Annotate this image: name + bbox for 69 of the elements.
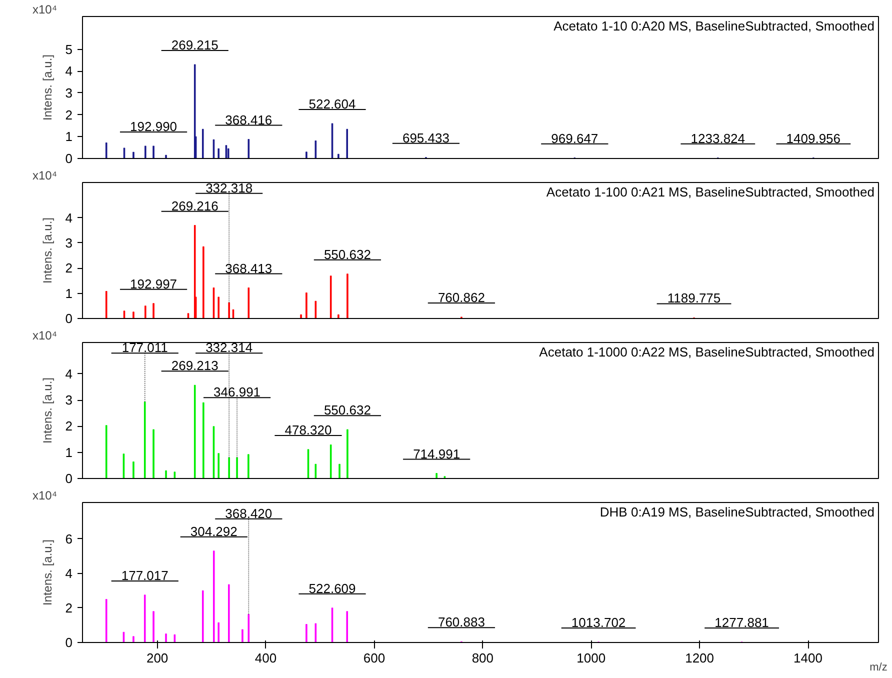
- y-axis-title: Intens. [a.u.]: [40, 54, 54, 121]
- chart-title: Acetato 1-1000 0:A22 MS, BaselineSubtracted, Smoothed: [539, 344, 875, 360]
- annotation: 368.413: [225, 260, 272, 276]
- y-tick-label: 1: [65, 444, 73, 460]
- annotation: 269.215: [171, 38, 218, 53]
- annotation: 550.632: [324, 402, 371, 418]
- annotation: 332.314: [206, 340, 253, 356]
- y-tick-label: 3: [65, 85, 73, 100]
- annotation: 478.320: [284, 422, 332, 438]
- annotation: 1013.702: [571, 614, 626, 630]
- annotation: 550.632: [324, 246, 371, 262]
- annotation: 368.420: [225, 506, 272, 521]
- x-tick-label: 600: [363, 650, 386, 666]
- y-tick-label: 4: [65, 64, 73, 79]
- annotation: 368.416: [225, 112, 272, 128]
- y-tick-label: 3: [65, 392, 73, 408]
- y-tick-label: 4: [65, 210, 73, 226]
- y-tick-label: 0: [65, 311, 73, 326]
- y-axis-title: Intens. [a.u.]: [40, 539, 54, 606]
- annotation: 1277.881: [714, 614, 769, 630]
- annotation: 192.990: [130, 119, 178, 134]
- x-tick-label: 200: [146, 650, 168, 666]
- annotation: 269.216: [171, 198, 218, 214]
- annotation: 1409.956: [786, 130, 841, 146]
- chart-title: Acetato 1-100 0:A21 MS, BaselineSubtracted, Smoothed: [546, 184, 874, 200]
- x-tick-label: 400: [254, 650, 277, 666]
- x-axis-title: m/z: [870, 662, 888, 674]
- annotation: 177.011: [122, 340, 168, 356]
- chart-title: DHB 0:A19 MS, BaselineSubtracted, Smoothed: [600, 504, 874, 520]
- y-tick-label: 3: [65, 235, 73, 250]
- y-axis-title: Intens. [a.u.]: [40, 377, 54, 444]
- y-tick-label: 1: [65, 286, 73, 301]
- annotation: 192.997: [130, 276, 178, 292]
- chart-title: Acetato 1-10 0:A20 MS, BaselineSubtracted, Smoothed: [554, 18, 875, 34]
- annotation: 695.433: [402, 130, 450, 146]
- y-tick-label: 0: [65, 471, 73, 486]
- annotation: 269.213: [171, 358, 218, 374]
- text: x10⁴: [32, 168, 58, 182]
- annotation: 522.604: [308, 96, 356, 112]
- x-tick-label: 1000: [576, 650, 606, 666]
- y-tick-label: 1: [65, 129, 73, 144]
- annotation: 760.883: [438, 614, 485, 630]
- annotation: 1233.824: [690, 130, 746, 146]
- y-tick-label: 4: [65, 566, 73, 581]
- annotation: 760.862: [438, 290, 485, 305]
- text: x10⁴: [32, 2, 58, 16]
- annotation: 332.318: [206, 180, 253, 196]
- annotation: 1189.775: [667, 290, 721, 306]
- y-tick-label: 2: [65, 107, 73, 122]
- y-tick-label: 0: [65, 151, 73, 166]
- annotation: 304.292: [190, 524, 238, 539]
- x-tick-label: 1400: [794, 650, 822, 666]
- y-tick-label: 6: [65, 531, 73, 546]
- annotation: 714.991: [413, 446, 460, 462]
- y-tick-label: 2: [65, 260, 73, 276]
- annotation: 177.017: [121, 568, 168, 583]
- y-tick-label: 4: [65, 366, 73, 382]
- annotation: 522.609: [308, 580, 356, 596]
- y-tick-label: 5: [65, 42, 73, 57]
- y-tick-label: 0: [65, 635, 73, 650]
- annotation: 346.991: [214, 384, 261, 400]
- y-axis-title: Intens. [a.u.]: [40, 217, 54, 284]
- y-tick-label: 2: [65, 600, 73, 616]
- text: x10⁴: [32, 488, 58, 502]
- annotation: 969.647: [551, 130, 598, 146]
- x-tick-label: 1200: [685, 650, 714, 666]
- x-tick-label: 800: [472, 650, 494, 666]
- text: x10⁴: [32, 328, 58, 342]
- y-tick-label: 2: [65, 418, 73, 434]
